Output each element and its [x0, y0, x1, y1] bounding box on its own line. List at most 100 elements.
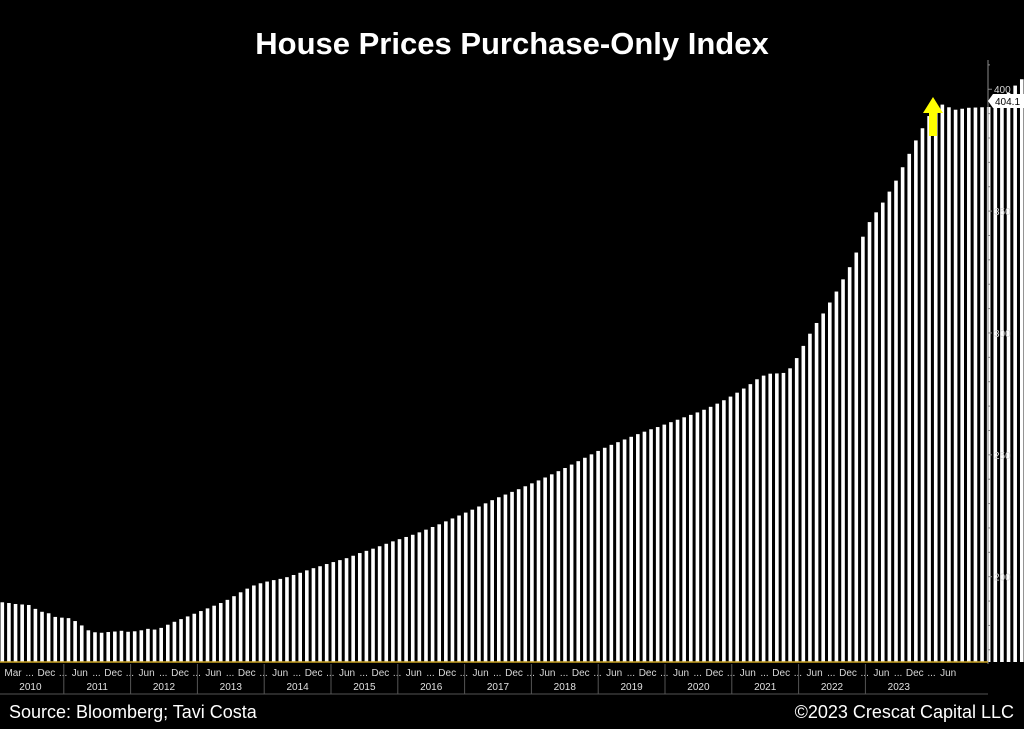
bar [781, 372, 786, 662]
bar [344, 558, 349, 662]
last-value-box [988, 94, 1024, 108]
x-year-label: 2019 [620, 682, 643, 693]
x-year-label: 2012 [153, 682, 176, 693]
bar [1019, 79, 1024, 662]
bar [483, 503, 488, 662]
bar [470, 509, 475, 662]
bar [543, 477, 547, 662]
x-tick-label: Dec [438, 668, 456, 679]
bar [589, 454, 594, 662]
bar [20, 604, 24, 662]
x-tick-label: Dec [706, 668, 724, 679]
bar [305, 570, 309, 662]
x-tick-label: Jun [807, 668, 823, 679]
x-tick-label: Jun [139, 668, 155, 679]
x-tick-label: Dec [505, 668, 523, 679]
bar [828, 302, 832, 662]
bar [1000, 100, 1004, 662]
bar [655, 427, 660, 662]
bar [106, 632, 111, 662]
bar [450, 518, 455, 662]
bar [675, 419, 680, 662]
x-tick-label: ... [393, 668, 401, 679]
bar [900, 167, 905, 663]
bar [993, 106, 998, 662]
bar [914, 140, 918, 662]
bar [1013, 85, 1017, 663]
bar [119, 630, 124, 662]
x-tick-label: Jun [940, 668, 956, 679]
x-tick-label: Dec [372, 668, 390, 679]
bar [1006, 92, 1011, 662]
bar [391, 541, 395, 662]
bar [417, 532, 422, 662]
bar [596, 450, 600, 662]
bar [172, 621, 177, 662]
bar [874, 212, 878, 662]
bar [636, 434, 640, 662]
bar [444, 521, 448, 662]
bar [880, 202, 885, 662]
x-tick-label: Dec [171, 668, 189, 679]
x-tick-label: ... [159, 668, 167, 679]
bar [947, 107, 951, 662]
x-tick-label: ... [126, 668, 134, 679]
x-year-label: 2013 [220, 682, 243, 693]
bar [662, 424, 667, 662]
x-tick-label: Dec [572, 668, 590, 679]
x-tick-label: Jun [873, 668, 889, 679]
bars-layer [0, 79, 1024, 663]
y-tick-label: 300 [994, 329, 1011, 340]
copyright-note: ©2023 Crescat Capital LLC [794, 702, 1014, 722]
bar [861, 236, 865, 662]
source-note: Source: Bloomberg; Tavi Costa [9, 702, 257, 722]
x-tick-label: Jun [740, 668, 756, 679]
x-year-label: 2021 [754, 682, 777, 693]
bar [622, 439, 627, 662]
bar [722, 400, 726, 662]
bar [748, 384, 753, 662]
bar [463, 512, 468, 662]
x-tick-label: ... [694, 668, 702, 679]
bar [808, 333, 812, 662]
bar [609, 444, 614, 662]
y-tick-label: 200 [994, 573, 1011, 584]
bar [569, 464, 574, 662]
x-year-label: 2022 [821, 682, 844, 693]
last-value-label: 404.1 [995, 97, 1020, 108]
bar [920, 128, 925, 663]
bar [338, 560, 342, 662]
bar [298, 572, 302, 662]
x-year-label: 2014 [286, 682, 309, 693]
bar [516, 489, 521, 662]
bar [907, 153, 912, 662]
x-tick-label: ... [861, 668, 869, 679]
bar [357, 553, 362, 662]
last-value-marker: 404.1 [988, 94, 1024, 108]
bar [205, 608, 210, 662]
bar [218, 603, 223, 662]
bar [728, 396, 733, 662]
bar [735, 392, 739, 662]
bar [497, 497, 501, 662]
bar [152, 629, 157, 662]
x-year-label: 2020 [687, 682, 710, 693]
bar [166, 624, 170, 662]
chart-title: House Prices Purchase-Only Index [255, 26, 769, 61]
x-tick-label: Jun [606, 668, 622, 679]
x-tick-label: Jun [205, 668, 221, 679]
bar [46, 613, 51, 662]
bar [682, 417, 686, 662]
bar [477, 506, 481, 662]
bar [73, 621, 77, 662]
bar [602, 447, 607, 662]
bar [708, 406, 713, 662]
bar [232, 596, 236, 662]
x-tick-label: ... [92, 668, 100, 679]
bar [93, 632, 97, 662]
bar [437, 524, 442, 662]
x-tick-label: Dec [38, 668, 56, 679]
bar [324, 564, 329, 662]
bar [847, 267, 852, 662]
x-tick-label: ... [360, 668, 368, 679]
